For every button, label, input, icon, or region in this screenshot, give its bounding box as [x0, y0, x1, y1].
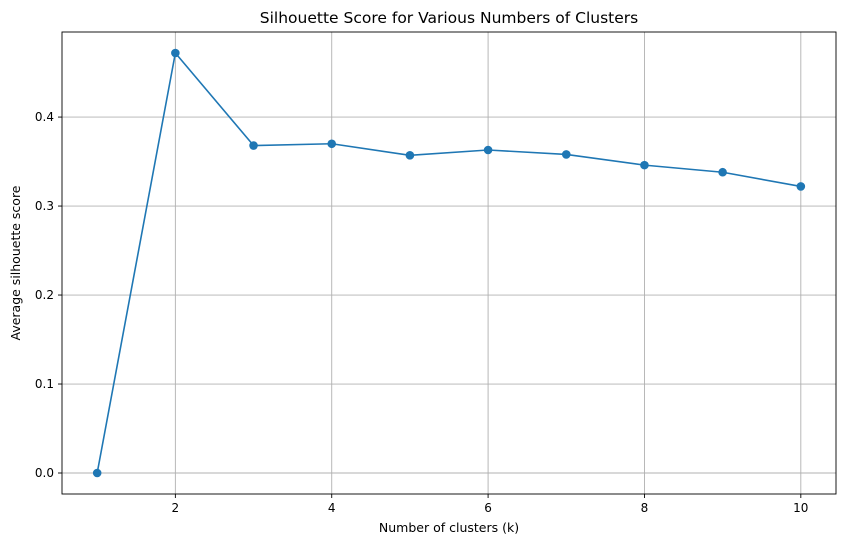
data-point: [561, 150, 571, 159]
y-tick-label: 0.4: [35, 110, 54, 124]
plot-frame: [61, 31, 837, 495]
data-point: [92, 468, 102, 478]
data-point: [171, 48, 180, 58]
y-tick-label: 0.0: [35, 466, 54, 480]
data-point: [718, 167, 727, 177]
data-point: [796, 182, 806, 191]
y-tick-label: 0.2: [35, 288, 54, 302]
x-axis-label: Number of clusters (k): [379, 520, 519, 535]
tick-layer: 2 4 6 8 10 0.0 0.1 0.2 0.3 0.4: [35, 110, 809, 515]
data-point: [483, 145, 493, 155]
series-layer: [92, 48, 806, 478]
y-axis-label: Average silhouette score: [8, 185, 23, 340]
x-tick-label: 10: [793, 501, 808, 515]
data-point: [640, 160, 649, 170]
grid-layer: [62, 32, 836, 494]
x-tick-label: 6: [484, 501, 492, 515]
data-point: [249, 141, 258, 150]
data-point: [405, 151, 415, 160]
x-tick-label: 8: [641, 501, 649, 515]
data-point: [327, 139, 337, 149]
y-tick-label: 0.1: [35, 377, 54, 391]
x-tick-label: 2: [172, 501, 180, 515]
x-tick-label: 4: [328, 501, 336, 515]
chart-title: Silhouette Score for Various Numbers of …: [260, 9, 638, 27]
series-line: [96, 52, 801, 474]
y-tick-label: 0.3: [35, 199, 54, 213]
